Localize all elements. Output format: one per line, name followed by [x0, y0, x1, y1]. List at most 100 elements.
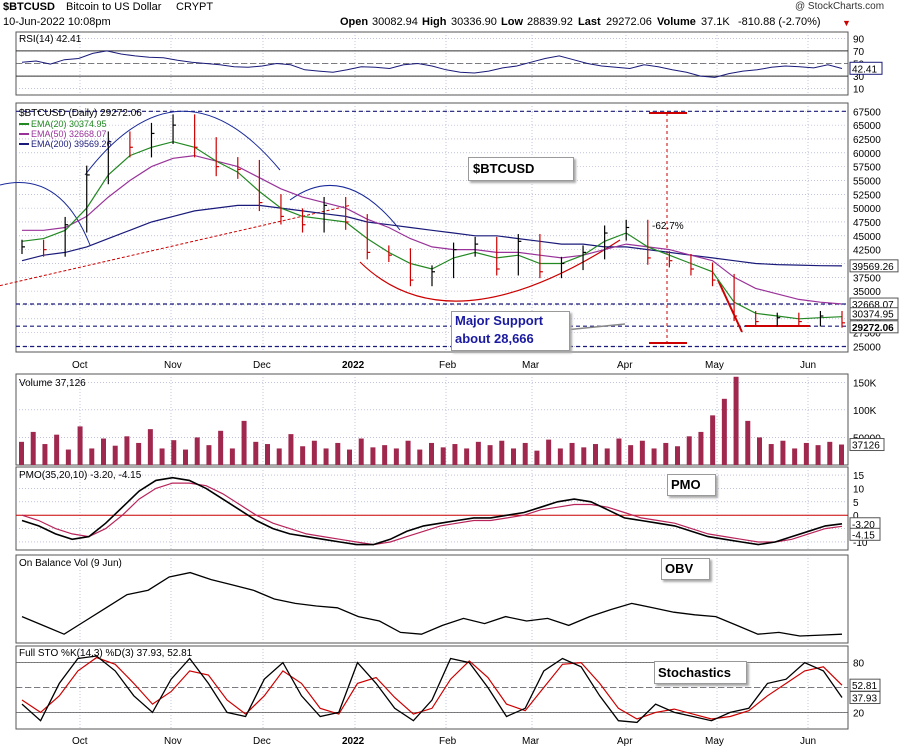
volume-bar [112, 445, 118, 465]
price-value-tag [849, 320, 899, 334]
volume-bar [77, 426, 83, 465]
sto-panel-label: Full STO %K(14,3) %D(3) 37.93, 52.81 [19, 648, 193, 659]
x-axis-label-top: May [705, 360, 724, 371]
volume-bar [206, 445, 212, 465]
volume-bar [780, 440, 786, 465]
x-axis-label-bottom: 2022 [342, 736, 365, 747]
volume-bar [757, 437, 762, 465]
last-value: 29272.06 [606, 16, 652, 28]
volume-bar [721, 398, 727, 465]
pmo-y-tick-label: 15 [853, 471, 865, 482]
rsi-last-value-tag [849, 61, 883, 75]
volume-bar [569, 442, 575, 465]
open-value: 30082.94 [372, 16, 418, 28]
chart-header-row2: 10-Jun-2022 10:08pm Open 30082.94 High 3… [0, 16, 900, 30]
price-y-tick-label: 30000 [853, 315, 881, 326]
price-y-tick-label: 57500 [853, 163, 881, 174]
volume-bar [183, 449, 188, 465]
volume-bar [663, 442, 669, 465]
symbol-callout-text: $BTCUSD [473, 161, 535, 176]
pmo-line [21, 476, 843, 546]
ema200-line [21, 204, 843, 267]
rsi-last-value-label: 42.41 [852, 64, 877, 75]
change-value: -810.88 (-2.70%) [738, 16, 821, 28]
volume-bar [241, 420, 247, 465]
volume-bar [710, 415, 716, 465]
rsi-y-tick-label: 30 [853, 72, 865, 83]
volume-bar [534, 450, 540, 465]
open-label: Open [340, 16, 369, 28]
pmo-y-tick-label: 0 [853, 511, 859, 522]
pmo-y-tick-label: 5 [853, 498, 859, 509]
volume-bar [54, 434, 60, 465]
volume-bar [393, 448, 399, 465]
price-y-tick-label: 67500 [853, 107, 881, 118]
x-axis-label-bottom: Feb [439, 736, 457, 747]
volume-bar [429, 442, 434, 465]
x-axis-label-bottom: Oct [72, 736, 88, 747]
price-y-tick-label: 27500 [853, 329, 881, 340]
volume-bar [358, 438, 364, 465]
price-y-tick-label: 42500 [853, 246, 881, 257]
major-support-callout: Major Support about 28,666 [451, 311, 570, 351]
chart-header-row1: $BTCUSD Bitcoin to US Dollar CRYPT @ Sto… [0, 1, 900, 15]
volume-bar [323, 448, 329, 465]
ema50-line [22, 154, 843, 305]
volume-bar [194, 437, 200, 465]
volume-bar [171, 440, 177, 465]
watermark: @ StockCharts.com [795, 1, 885, 12]
price-value-tag-label: 30374.95 [852, 310, 894, 321]
volume-bar [300, 446, 306, 465]
stochastics-callout-box: Stochastics [654, 661, 747, 684]
price-y-tick-label: 25000 [853, 342, 881, 353]
volume-bar [675, 446, 680, 465]
price-value-tag-label: 32668.07 [852, 300, 894, 311]
volume-label: Volume [657, 16, 696, 28]
volume-bar [147, 429, 153, 465]
pmo-last-label: -4.15 [852, 530, 875, 541]
volume-bar [487, 445, 493, 465]
obv-panel-label: On Balance Vol (9 Jun) [19, 558, 122, 569]
x-axis-label-bottom: Nov [164, 736, 182, 747]
blue-arc-2 [84, 110, 281, 176]
support-pointer [564, 323, 626, 331]
x-axis-label-bottom: Dec [253, 736, 271, 747]
rsi-y-tick-label: 10 [853, 85, 865, 96]
volume-bar [417, 449, 423, 465]
x-axis-label-bottom: Apr [617, 736, 633, 747]
major-support-line2: about 28,666 [455, 331, 534, 346]
price-panel-label: $BTCUSD (Daily) 29272.06 [19, 108, 142, 119]
sto-last-label: 37.93 [852, 694, 877, 705]
volume-bar [581, 447, 587, 465]
price-y-tick-label: 60000 [853, 149, 881, 160]
volume-bar [265, 444, 270, 465]
x-axis-label-bottom: Mar [522, 736, 540, 747]
x-axis-label-top: Oct [72, 360, 88, 371]
price-y-tick-label: 55000 [853, 176, 881, 187]
volume-bar [546, 439, 552, 465]
volume-bar [522, 442, 528, 465]
rsi-line [21, 50, 843, 78]
x-axis-label-bottom: Jun [800, 736, 816, 747]
pmo-y-tick-label: 10 [853, 484, 865, 495]
rsi-y-tick-label: 90 [853, 34, 865, 45]
price-y-tick-label: 50000 [853, 204, 881, 215]
low-label: Low [501, 16, 523, 28]
major-support-line1: Major Support [455, 313, 544, 328]
last-label: Last [578, 16, 601, 28]
symbol: $BTCUSD [3, 1, 55, 13]
volume-last-tag [849, 438, 885, 452]
volume-bar [253, 441, 259, 465]
volume-bar [136, 442, 142, 465]
volume-bar [30, 431, 36, 465]
pmo-callout-text: PMO [671, 477, 701, 492]
volume-bar [276, 448, 282, 465]
price-value-tag-label: 29272.06 [852, 323, 894, 334]
rsi-panel-label: RSI(14) 42.41 [19, 34, 82, 45]
sto-d-line [21, 656, 843, 720]
x-axis-label-top: Nov [164, 360, 182, 371]
may-red-trend [717, 279, 743, 333]
exchange: CRYPT [176, 1, 214, 13]
rsi-y-tick-label: 70 [853, 47, 865, 58]
pmo-panel-label: PMO(35,20,10) -3.20, -4.15 [19, 470, 142, 481]
